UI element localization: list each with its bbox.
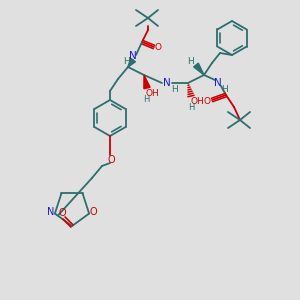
- Text: O: O: [107, 155, 115, 165]
- Text: N: N: [47, 207, 55, 217]
- Text: H: H: [188, 103, 194, 112]
- Polygon shape: [144, 75, 150, 89]
- Text: OH: OH: [190, 98, 204, 106]
- Text: O: O: [58, 208, 66, 218]
- Text: O: O: [203, 98, 211, 106]
- Text: O: O: [154, 44, 161, 52]
- Text: N: N: [214, 78, 222, 88]
- Text: H: H: [222, 85, 228, 94]
- Text: H: H: [171, 85, 177, 94]
- Text: H: H: [124, 56, 130, 65]
- Text: H: H: [143, 95, 149, 104]
- Text: N: N: [129, 51, 137, 61]
- Polygon shape: [128, 58, 135, 67]
- Polygon shape: [194, 63, 204, 75]
- Text: H: H: [187, 56, 194, 65]
- Text: OH: OH: [145, 89, 159, 98]
- Text: O: O: [89, 207, 97, 217]
- Text: N: N: [163, 78, 171, 88]
